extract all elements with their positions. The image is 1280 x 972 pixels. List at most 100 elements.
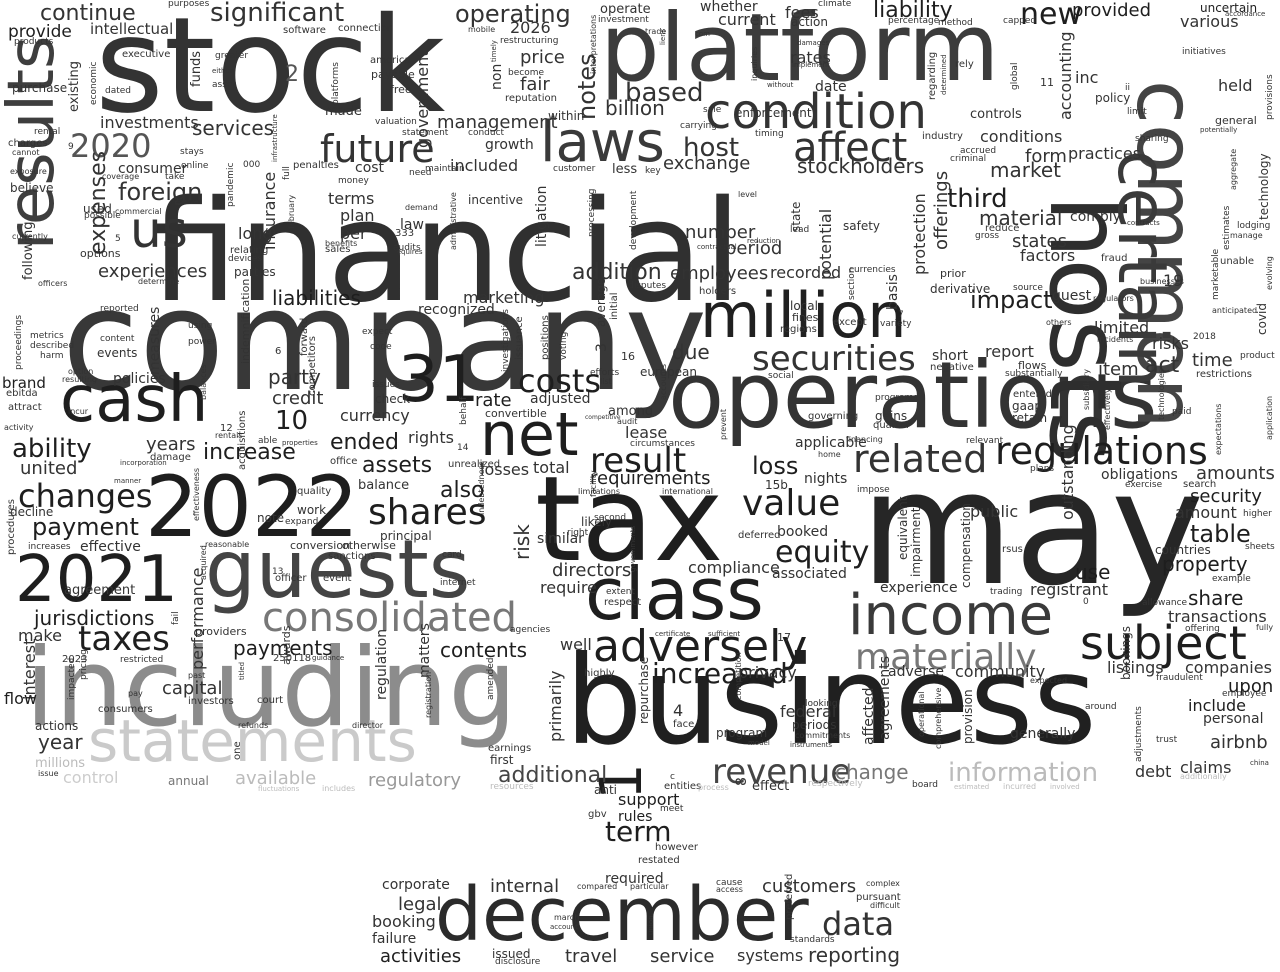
cloud-word: reporting [808,943,901,967]
cloud-word: statutory [1080,178,1085,179]
cloud-word: program [716,726,768,740]
cloud-word: us [130,201,188,259]
cloud-word: personal [1203,711,1264,727]
cloud-word: operate [600,2,651,17]
cloud-word: around [1085,702,1117,712]
cloud-word: relevant [966,436,1004,446]
cloud-word: bookings [1119,625,1133,680]
cloud-word: european [640,365,697,379]
cloud-word: legal [398,894,442,915]
cloud-word: operations [668,342,1158,449]
cloud-word: expand [285,517,319,527]
cloud-word: officer [275,573,307,584]
cloud-word: relating [230,245,269,256]
cloud-word: damages [797,39,830,47]
cloud-word: commitments [795,731,851,740]
cloud-word: ebitda [6,388,38,399]
cloud-word: form [1025,146,1067,167]
cloud-word: 2022 [145,458,359,556]
cloud-word: policies [113,371,166,387]
cloud-word: businesses [1140,277,1184,286]
cloud-word: devices [228,254,263,264]
cloud-word: 5 [115,234,121,244]
cloud-word: become [508,68,545,78]
cloud-word: matters [417,623,433,678]
cloud-word: exposure [10,167,47,176]
cloud-word: 12 [220,423,233,434]
cloud-word: property [1162,552,1248,576]
cloud-word: contracts [1127,219,1160,227]
cloud-word: key [645,166,661,176]
cloud-word: determine [138,277,180,286]
cloud-word: fraud [1101,253,1128,264]
cloud-word: fees [785,3,819,22]
cloud-word: include [1188,696,1246,715]
cloud-word: booked [777,524,829,540]
cloud-word: long [238,224,273,243]
cloud-word: sales [325,244,351,255]
cloud-word: variety [880,319,912,329]
cloud-word: benefits [325,239,358,248]
cloud-word: made [325,104,362,119]
cloud-word: looking [805,699,838,709]
cloud-word: revenue [712,752,852,792]
cloud-word: deferred [738,530,781,541]
cloud-word: regulatory [368,770,462,791]
cloud-word: policy [1095,91,1131,105]
cloud-word: restated [638,855,680,866]
cloud-word: affected [861,687,877,745]
cloud-word: parties [234,265,276,279]
cloud-word: certificate [655,630,691,638]
cloud-word: officers [38,279,68,288]
cloud-word: amounts [1196,463,1275,484]
cloud-word: periods [792,718,837,732]
cloud-word: significant [210,0,345,28]
cloud-word: inc [1075,68,1099,87]
cloud-word: performance [188,567,207,670]
cloud-word: report [985,342,1034,361]
cloud-word: believe [10,181,54,195]
cloud-word: international [662,487,713,496]
cloud-word: pandemic [226,162,236,207]
cloud-word: issuance [514,316,525,360]
cloud-word: risk [510,524,534,560]
cloud-word: fluctuations [258,785,300,793]
cloud-word: claims [1180,758,1232,777]
cloud-word: plans [1030,464,1055,474]
cloud-word: 17 [777,631,791,644]
cloud-word: demand [405,203,438,212]
cloud-word: condition [705,84,927,140]
cloud-word: support [618,790,680,809]
cloud-word: proceedings [14,314,24,370]
cloud-word: incur [68,407,89,416]
cloud-word: fully [1256,623,1274,632]
cloud-word: issue [38,769,59,778]
cloud-word: required [605,871,664,887]
cloud-word: control [63,768,119,787]
cloud-word: regulators [1093,294,1134,303]
cloud-word: average [594,277,608,327]
cloud-word: included [450,156,519,175]
cloud-word: impairment [909,507,923,577]
cloud-word: extent [606,587,636,597]
cloud-word: prevent [719,409,728,440]
cloud-word: check [375,392,411,406]
cloud-word: gbv [588,809,607,820]
cloud-word: fair [520,74,550,95]
cloud-word: pricing [79,649,89,680]
cloud-word: activities [380,946,462,967]
cloud-word: right [567,528,589,538]
cloud-word: basis [885,274,901,310]
cloud-word: capped [1003,16,1037,26]
cloud-word: effective [80,539,141,555]
cloud-word: anticipated [1212,306,1258,315]
cloud-word: timing [755,129,784,139]
cloud-word: climate [818,0,852,9]
cloud-word: millions [35,756,86,771]
cloud-word: governing [808,411,859,422]
cloud-word: rsus [1002,544,1023,555]
cloud-word: accordance [1225,10,1266,18]
cloud-word: states [1012,231,1067,252]
cloud-word: litigation [534,185,550,247]
cloud-word: requires [394,248,423,256]
